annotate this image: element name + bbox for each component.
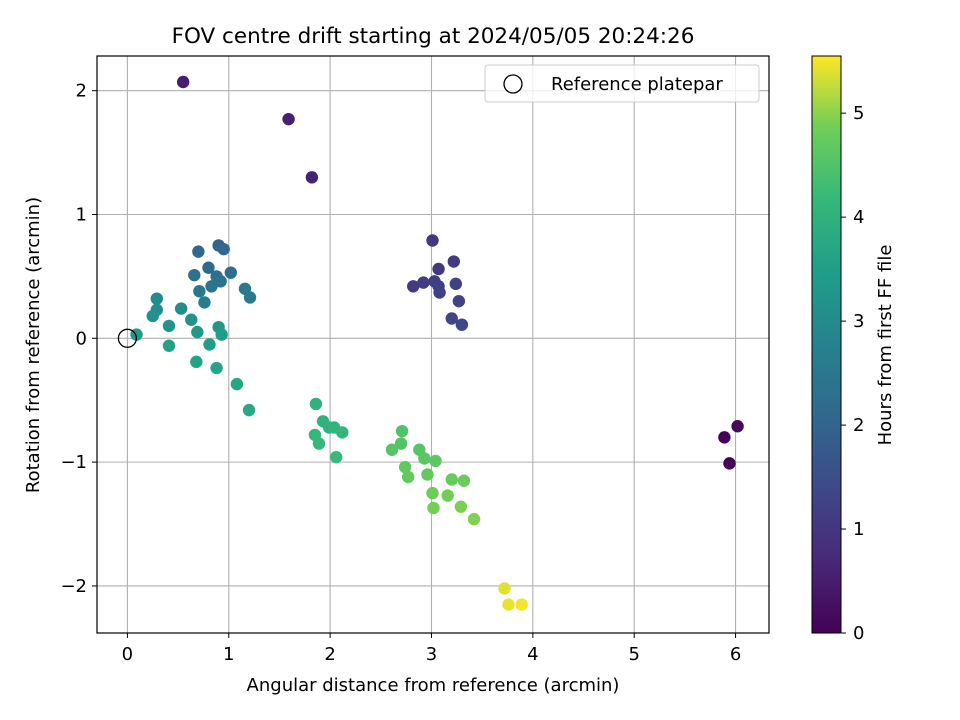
data-point [309, 397, 323, 411]
data-point [723, 457, 736, 470]
y-tick-label: 1 [76, 204, 87, 225]
colorbar-tick-label: 2 [853, 415, 864, 436]
data-point [162, 319, 176, 333]
data-point [224, 266, 237, 279]
data-point [205, 280, 218, 293]
y-axis-ticks: −2 −1 0 1 2 [60, 81, 97, 597]
y-tick-label: −1 [60, 452, 87, 473]
data-point [417, 276, 430, 289]
colorbar-tick-label: 5 [853, 103, 864, 124]
data-point [336, 426, 349, 439]
data-point [230, 377, 244, 391]
x-tick-label: 5 [628, 644, 639, 665]
data-point [454, 500, 468, 513]
data-point [243, 291, 257, 304]
data-point [174, 302, 188, 315]
colorbar-ticks: 0 1 2 3 4 5 [841, 103, 864, 644]
y-tick-label: 2 [76, 81, 87, 102]
data-point [718, 431, 731, 444]
x-axis-title: Angular distance from reference (arcmin) [247, 675, 620, 696]
data-point [445, 473, 458, 486]
data-point [429, 454, 442, 468]
data-point [498, 582, 511, 595]
legend-box [484, 64, 760, 103]
x-tick-label: 1 [223, 644, 234, 665]
x-tick-label: 6 [730, 644, 741, 665]
data-point [188, 268, 201, 282]
data-point [394, 437, 408, 450]
data-point [398, 460, 412, 474]
x-tick-label: 4 [527, 644, 538, 665]
data-point [282, 112, 295, 126]
legend-label-reference: Reference platepar [551, 74, 723, 95]
reference-point-marker [117, 328, 138, 348]
data-point [162, 339, 176, 352]
data-point [185, 313, 198, 326]
data-point [312, 437, 326, 450]
data-point [432, 262, 445, 276]
y-tick-label: −2 [60, 576, 87, 597]
data-point [418, 452, 431, 465]
colorbar-tick-label: 1 [853, 519, 864, 540]
colorbar-title: Hours from first FF file [875, 245, 896, 446]
data-point [146, 309, 159, 323]
legend: Reference platepar [484, 64, 760, 103]
data-point [449, 277, 463, 291]
data-point [176, 75, 190, 89]
data-points [117, 75, 744, 611]
data-point [330, 450, 343, 464]
data-point [427, 501, 440, 515]
data-point [198, 296, 211, 309]
data-point [210, 361, 223, 375]
data-point [192, 245, 205, 258]
data-point [203, 338, 216, 351]
data-point [421, 468, 434, 481]
data-point [190, 355, 203, 369]
data-point [202, 261, 215, 274]
data-point [305, 171, 319, 184]
data-point [395, 424, 409, 438]
data-point [447, 255, 460, 268]
data-point [426, 486, 439, 500]
data-point [385, 443, 399, 456]
data-point [242, 403, 256, 417]
x-tick-label: 2 [324, 644, 335, 665]
data-point [731, 420, 744, 433]
y-axis-title: Rotation from reference (arcmin) [23, 197, 44, 493]
data-point [214, 275, 227, 288]
chart-title: FOV centre drift starting at 2024/05/05 … [172, 24, 695, 49]
data-point [191, 325, 204, 339]
data-point [502, 598, 515, 611]
x-tick-label: 0 [122, 644, 133, 665]
data-point [455, 318, 469, 331]
data-point [407, 280, 420, 293]
data-point [515, 598, 528, 611]
plot-area-frame [96, 55, 770, 634]
data-point [457, 474, 471, 487]
colorbar: 0 1 2 3 4 5 Hours from first FF file [811, 55, 896, 644]
colorbar-tick-label: 4 [853, 207, 864, 228]
data-point [426, 234, 439, 247]
colorbar-gradient [811, 55, 842, 634]
data-point [401, 470, 415, 484]
data-point [433, 286, 446, 299]
data-point [193, 285, 206, 298]
data-point [150, 292, 164, 305]
data-point [217, 242, 230, 256]
data-point [445, 312, 458, 325]
data-point [467, 512, 481, 526]
grid-lines [97, 56, 769, 633]
data-point [441, 489, 454, 502]
x-axis-ticks: 0 1 2 3 4 5 6 [122, 633, 741, 665]
y-tick-label: 0 [76, 328, 87, 349]
x-tick-label: 3 [426, 644, 437, 665]
colorbar-tick-label: 0 [853, 623, 864, 644]
legend-marker-reference [503, 74, 523, 94]
data-point [452, 294, 466, 308]
colorbar-tick-label: 3 [853, 311, 864, 332]
data-point [215, 328, 228, 341]
